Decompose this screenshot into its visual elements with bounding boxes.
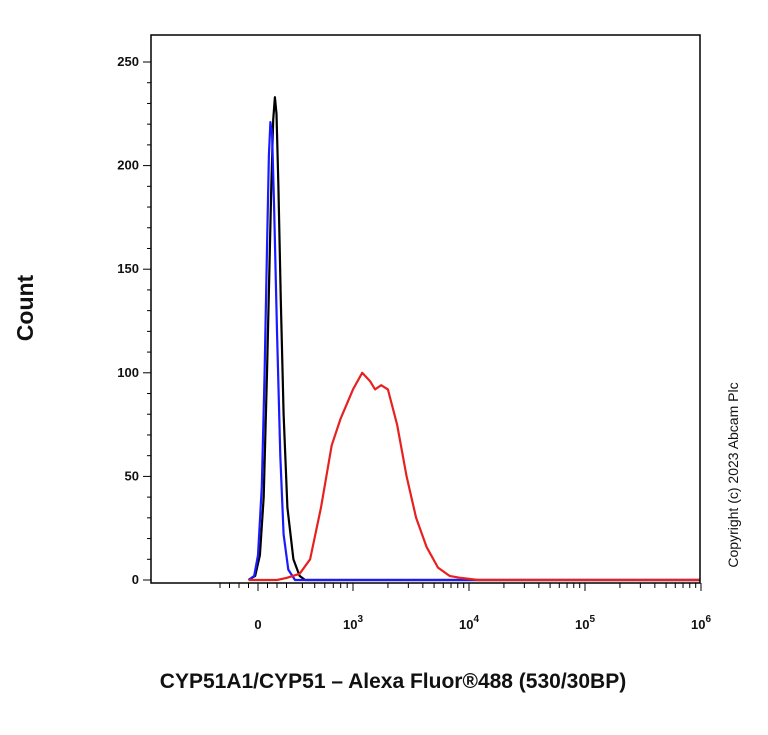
x-tick-label: 106	[691, 614, 711, 632]
x-tick-label: 105	[575, 614, 595, 632]
y-tick-label: 250	[117, 54, 139, 69]
copyright-text: Copyright (c) 2023 Abcam Plc	[725, 382, 741, 567]
x-axis-ticks: 0 103 104 105 106	[219, 583, 711, 632]
series-line-0	[247, 96, 700, 582]
series-layer	[247, 96, 700, 582]
y-axis-title: Count	[12, 274, 38, 341]
y-tick-label: 0	[132, 572, 139, 587]
x-tick-label: 0	[254, 617, 261, 632]
plot-frame	[150, 34, 701, 584]
x-axis-title: CYP51A1/CYP51 – Alexa Fluor®488 (530/30B…	[160, 670, 626, 693]
x-tick-label: 104	[459, 614, 479, 632]
y-tick-label: 50	[125, 468, 139, 483]
x-tick-label: 103	[343, 614, 363, 632]
y-axis-ticks: 0 50 100 150 200 250	[117, 54, 151, 587]
y-tick-label: 100	[117, 365, 139, 380]
series-line-2	[248, 371, 700, 582]
y-tick-label: 200	[117, 158, 139, 173]
series-line-1	[247, 121, 700, 582]
y-tick-label: 150	[117, 261, 139, 276]
